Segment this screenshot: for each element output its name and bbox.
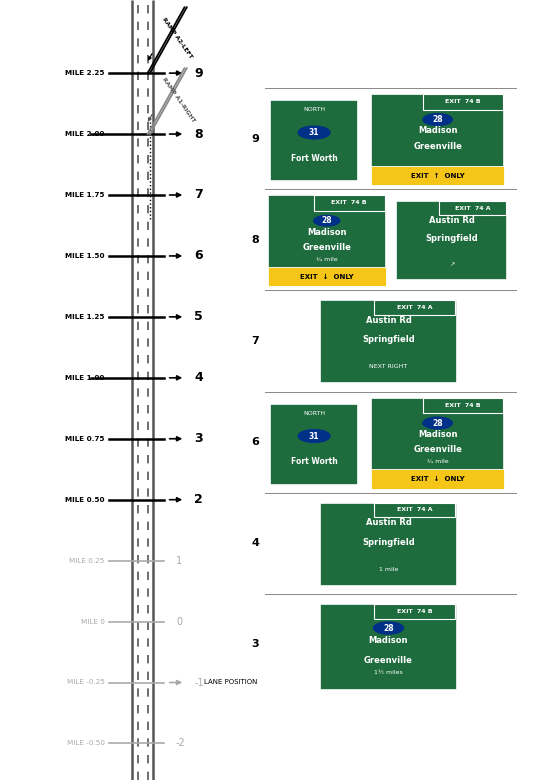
- Text: NEXT RIGHT: NEXT RIGHT: [369, 364, 408, 369]
- Text: Madison: Madison: [307, 228, 347, 236]
- Text: 7: 7: [195, 189, 203, 201]
- Text: EXIT  74 A: EXIT 74 A: [397, 507, 432, 512]
- Text: 31: 31: [309, 431, 320, 441]
- Text: RAMP A2-LEFT: RAMP A2-LEFT: [161, 16, 193, 59]
- Text: MILE -0.50: MILE -0.50: [67, 740, 105, 746]
- Text: EXIT  74 A: EXIT 74 A: [455, 205, 490, 211]
- Bar: [439, 201, 506, 215]
- Text: Greenville: Greenville: [302, 243, 351, 252]
- Text: ↗: ↗: [449, 262, 454, 267]
- Text: 2: 2: [195, 493, 203, 506]
- Text: EXIT  74 A: EXIT 74 A: [397, 305, 432, 310]
- Text: 28: 28: [383, 623, 394, 633]
- Text: ¼ mile: ¼ mile: [316, 257, 338, 261]
- Text: 1 mile: 1 mile: [379, 566, 398, 572]
- Text: MILE 0.25: MILE 0.25: [69, 558, 105, 564]
- Text: 9: 9: [251, 133, 259, 144]
- Circle shape: [298, 430, 330, 442]
- Text: -2: -2: [176, 739, 186, 749]
- Text: ¾ mile: ¾ mile: [427, 459, 449, 464]
- Text: Springfield: Springfield: [362, 335, 415, 345]
- Text: Greenville: Greenville: [413, 142, 462, 151]
- Circle shape: [423, 417, 452, 429]
- FancyBboxPatch shape: [321, 503, 457, 586]
- Text: 1: 1: [176, 555, 182, 566]
- Text: 31: 31: [309, 128, 320, 137]
- Text: Fort Worth: Fort Worth: [291, 457, 338, 466]
- Text: Madison: Madison: [418, 430, 457, 439]
- Text: Madison: Madison: [369, 636, 408, 645]
- Bar: [423, 94, 503, 109]
- Text: MILE 0: MILE 0: [81, 619, 105, 625]
- Text: 8: 8: [251, 235, 259, 245]
- Text: 3: 3: [251, 640, 259, 650]
- Bar: [268, 268, 386, 286]
- Text: 6: 6: [195, 250, 203, 262]
- FancyBboxPatch shape: [371, 398, 504, 488]
- Text: Springfield: Springfield: [425, 235, 478, 243]
- Text: 8: 8: [195, 128, 203, 140]
- FancyBboxPatch shape: [270, 403, 358, 484]
- Text: NORTH: NORTH: [303, 108, 325, 112]
- Text: MILE 1.50: MILE 1.50: [65, 253, 105, 259]
- Text: EXIT  74 B: EXIT 74 B: [445, 402, 481, 408]
- Bar: [374, 300, 455, 314]
- Text: 9: 9: [195, 66, 203, 80]
- FancyBboxPatch shape: [321, 300, 457, 384]
- FancyBboxPatch shape: [396, 201, 507, 280]
- Text: MILE 1.00: MILE 1.00: [65, 375, 105, 381]
- Bar: [371, 470, 504, 488]
- Text: Greenville: Greenville: [413, 445, 462, 454]
- Text: MILE 1.25: MILE 1.25: [65, 314, 105, 320]
- Text: Austin Rd: Austin Rd: [365, 316, 412, 325]
- Text: MILE 2.00: MILE 2.00: [65, 131, 105, 137]
- Bar: [371, 166, 504, 185]
- Text: LANE POSITION: LANE POSITION: [203, 679, 257, 686]
- Text: Fort Worth: Fort Worth: [291, 154, 338, 163]
- Text: 3: 3: [195, 432, 203, 445]
- Text: 1½ miles: 1½ miles: [374, 670, 403, 675]
- Text: MILE 0.50: MILE 0.50: [65, 497, 105, 502]
- Text: EXIT  74 B: EXIT 74 B: [445, 99, 481, 105]
- Text: 7: 7: [251, 336, 259, 346]
- Text: EXIT  ↓  ONLY: EXIT ↓ ONLY: [300, 274, 354, 280]
- Text: MILE 0.75: MILE 0.75: [65, 436, 105, 441]
- Text: NORTH: NORTH: [303, 411, 325, 416]
- Text: 4: 4: [195, 371, 203, 385]
- Text: MILE 1.75: MILE 1.75: [65, 192, 105, 198]
- Text: Austin Rd: Austin Rd: [365, 519, 412, 527]
- Text: MILE -0.25: MILE -0.25: [67, 679, 105, 686]
- Text: 5: 5: [195, 310, 203, 324]
- Text: Madison: Madison: [418, 126, 457, 136]
- Text: -1: -1: [195, 678, 204, 687]
- Text: EXIT  74 B: EXIT 74 B: [397, 608, 432, 614]
- Text: Greenville: Greenville: [364, 656, 413, 665]
- Text: EXIT  ↓  ONLY: EXIT ↓ ONLY: [411, 476, 464, 482]
- Text: Austin Rd: Austin Rd: [429, 216, 474, 225]
- Bar: [374, 604, 455, 619]
- FancyBboxPatch shape: [321, 604, 457, 690]
- FancyBboxPatch shape: [268, 195, 386, 286]
- Circle shape: [374, 622, 403, 634]
- Text: 6: 6: [251, 437, 259, 447]
- Text: 28: 28: [433, 419, 443, 427]
- Text: 28: 28: [433, 115, 443, 124]
- Text: 28: 28: [321, 216, 332, 225]
- Text: EXIT  ↑  ONLY: EXIT ↑ ONLY: [411, 172, 464, 179]
- Text: Springfield: Springfield: [362, 537, 415, 547]
- Circle shape: [298, 126, 330, 139]
- FancyBboxPatch shape: [371, 94, 504, 185]
- Bar: [314, 195, 385, 211]
- FancyBboxPatch shape: [270, 100, 358, 181]
- Text: EXIT  74 B: EXIT 74 B: [331, 200, 367, 205]
- Circle shape: [423, 114, 452, 126]
- Bar: [374, 503, 455, 517]
- Text: RAMP A1-RIGHT: RAMP A1-RIGHT: [161, 76, 196, 123]
- Bar: [423, 398, 503, 413]
- Text: MILE 2.25: MILE 2.25: [65, 70, 105, 76]
- Text: 0: 0: [176, 616, 182, 626]
- Circle shape: [314, 215, 340, 226]
- Text: 4: 4: [251, 538, 259, 548]
